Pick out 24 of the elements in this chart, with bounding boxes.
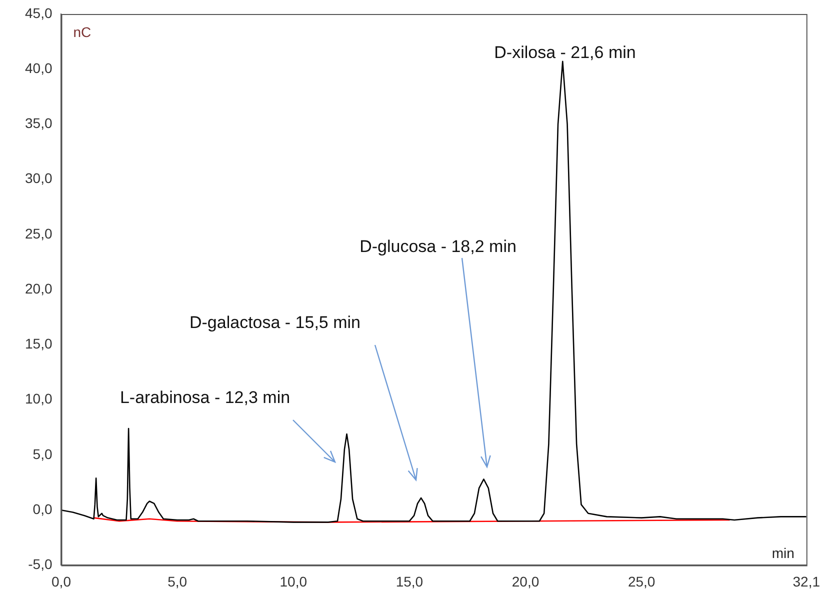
annotation: L-arabinosa - 12,3 min xyxy=(120,388,290,407)
y-tick-label: 30,0 xyxy=(25,170,52,186)
y-tick-label: 45,0 xyxy=(25,4,52,21)
y-tick-label: 15,0 xyxy=(25,336,52,352)
annotation: D-galactosa - 15,5 min xyxy=(189,313,361,332)
x-tick-label: 0,0 xyxy=(52,573,72,590)
y-tick-label: 5,0 xyxy=(32,446,52,462)
y-tick-label: 20,0 xyxy=(25,280,52,296)
y-tick-label: 35,0 xyxy=(25,115,52,132)
y-tick-label: -5,0 xyxy=(28,556,52,572)
x-tick-label: 15,0 xyxy=(396,573,424,590)
x-tick-label: 10,0 xyxy=(280,573,308,590)
y-tick-label: 40,0 xyxy=(25,60,52,76)
x-axis-title: min xyxy=(772,545,794,562)
annotation: D-glucosa - 18,2 min xyxy=(360,237,516,256)
x-tick-label: 20,0 xyxy=(512,573,540,590)
x-tick-label: 32,1 xyxy=(792,573,820,590)
y-tick-label: 0,0 xyxy=(32,500,52,517)
x-tick-label: 25,0 xyxy=(628,573,656,590)
y-axis-title: nC xyxy=(73,24,92,40)
annotation: D-xilosa - 21,6 min xyxy=(494,43,636,62)
x-tick-label: 5,0 xyxy=(168,573,188,590)
y-tick-label: 10,0 xyxy=(25,390,52,407)
y-tick-label: 25,0 xyxy=(25,225,52,242)
